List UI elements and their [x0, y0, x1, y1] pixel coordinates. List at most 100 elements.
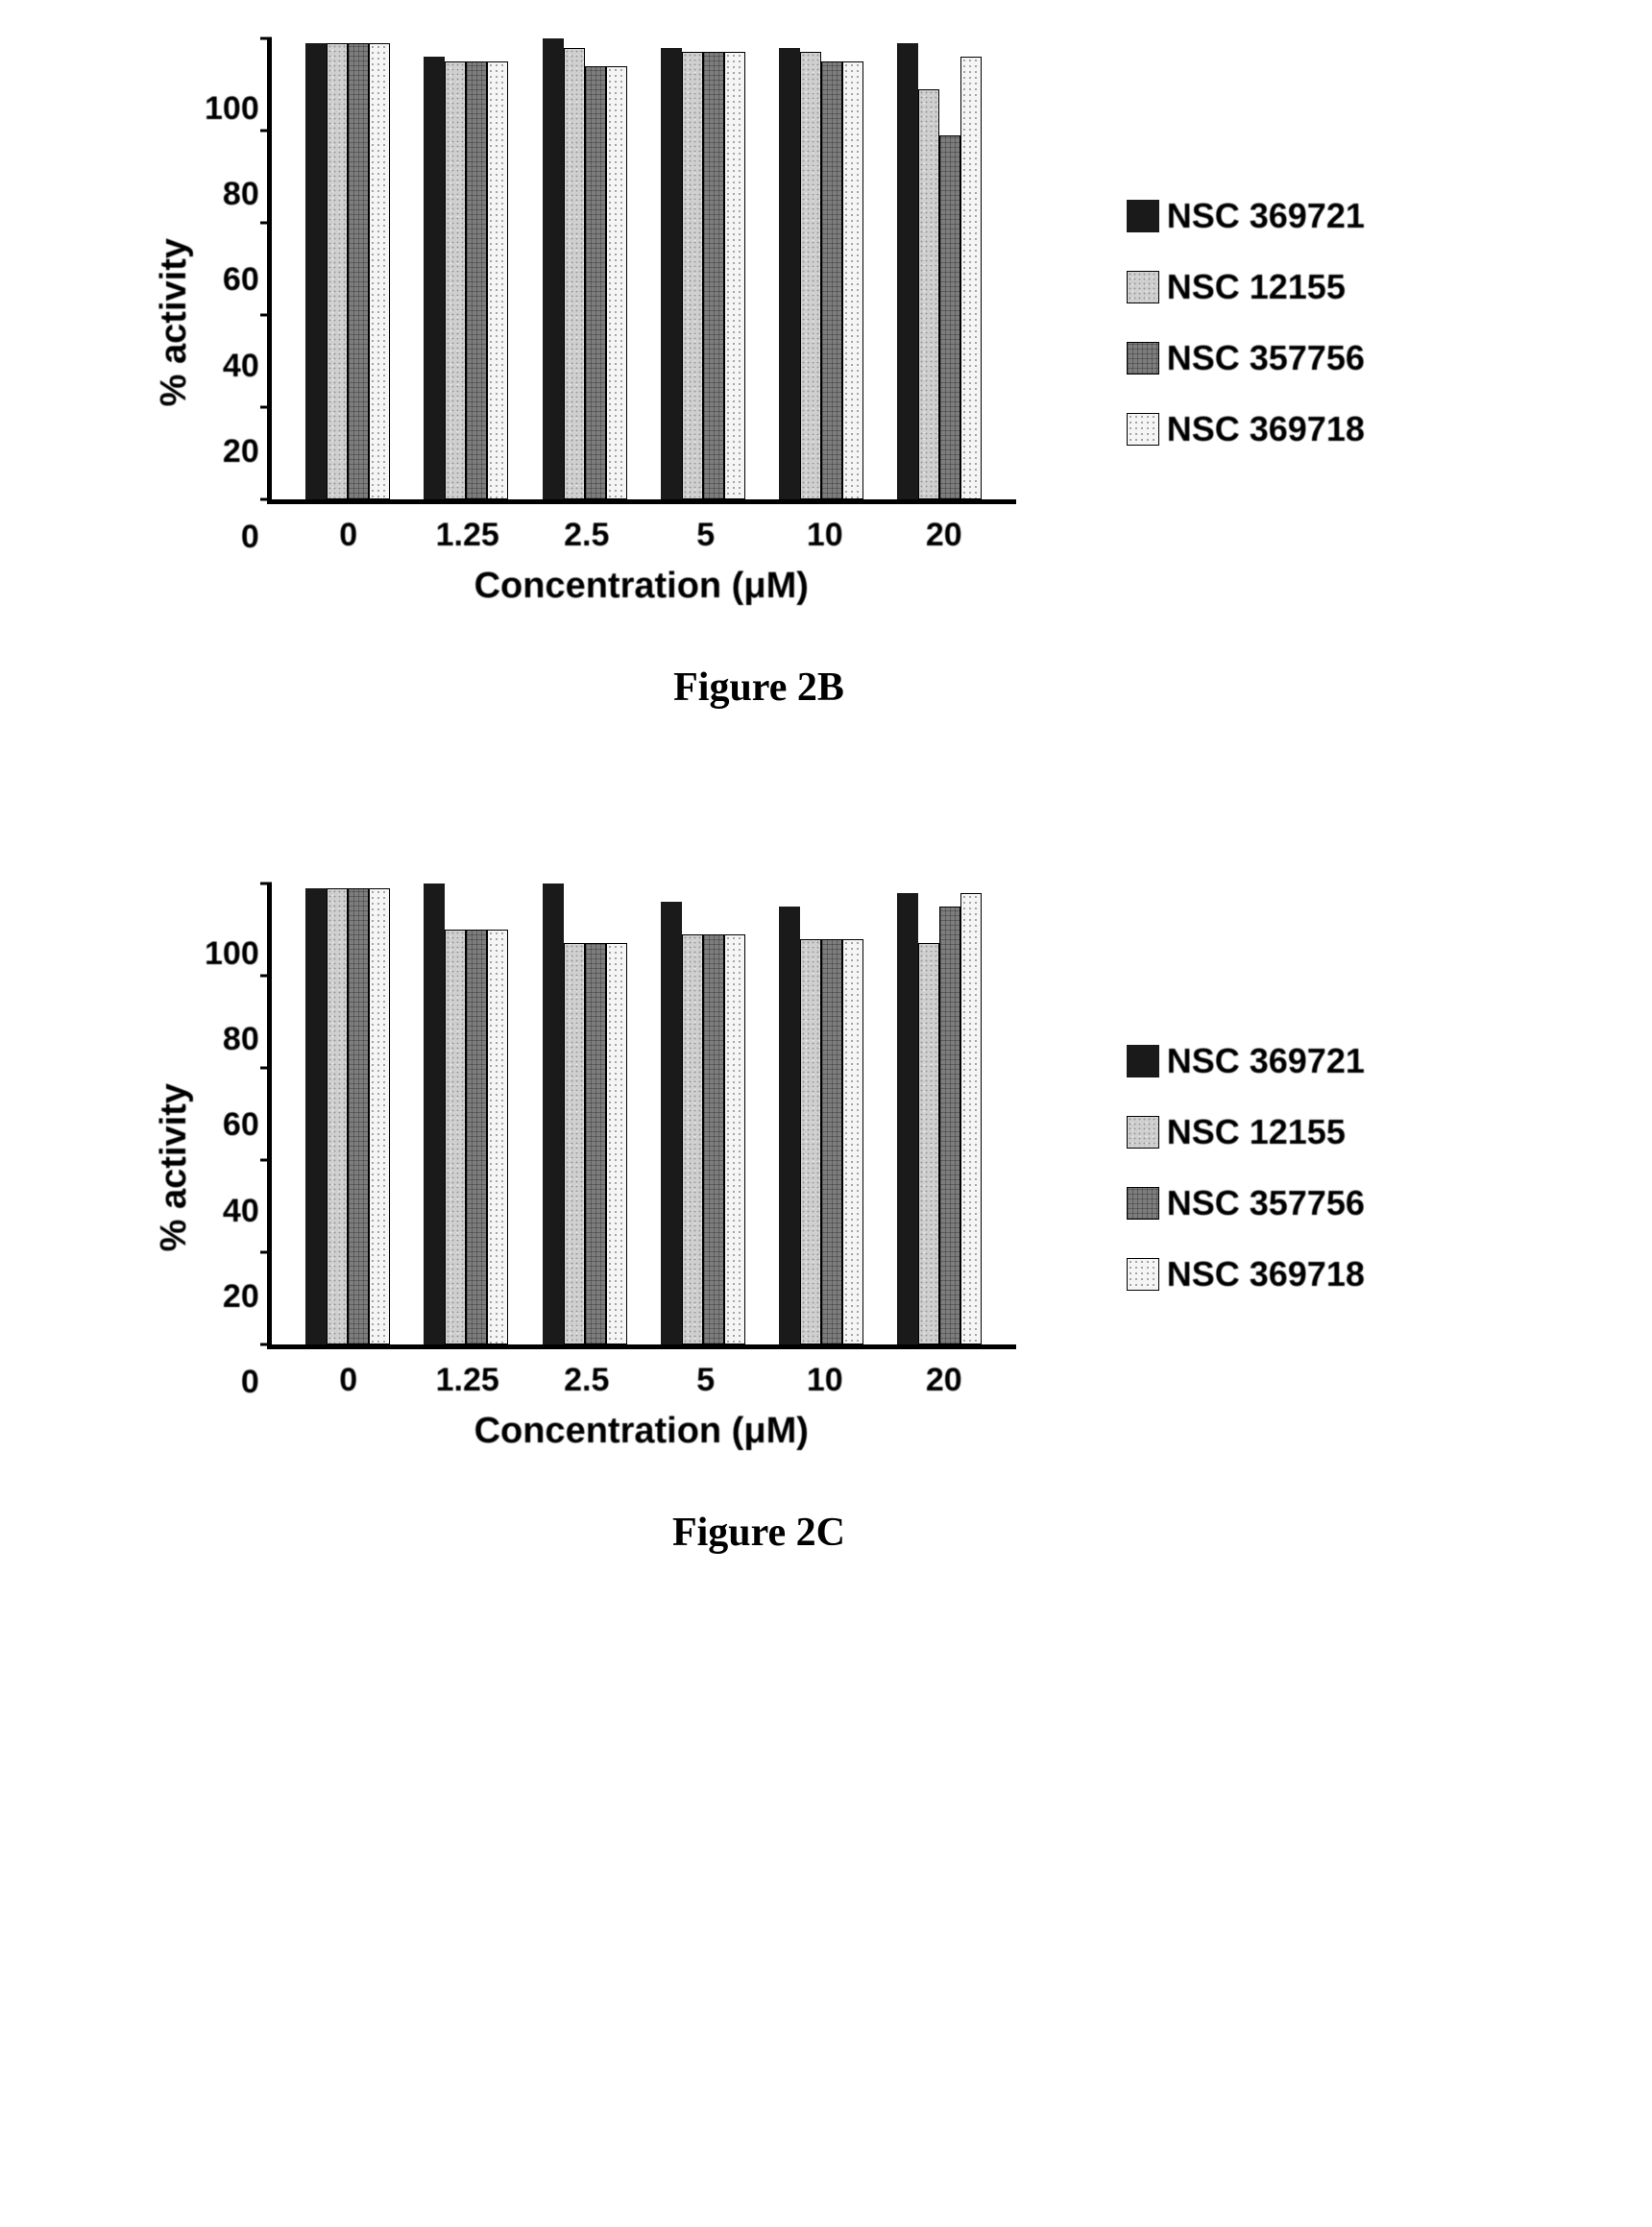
y-tick: 100 — [205, 92, 259, 125]
x-tick: 20 — [901, 1362, 987, 1399]
bar — [466, 930, 487, 1344]
bar — [939, 907, 960, 1344]
y-tick: 100 — [205, 937, 259, 970]
y-tick: 80 — [223, 178, 259, 210]
legend-swatch — [1127, 342, 1159, 375]
y-axis-label: % activity — [154, 1083, 195, 1251]
bar — [305, 888, 327, 1344]
bar — [703, 934, 724, 1344]
figure-caption: Figure 2C — [279, 1510, 1239, 1556]
x-tick: 0 — [305, 1362, 392, 1399]
bar — [585, 66, 606, 499]
y-tick-mark — [260, 498, 272, 501]
bar — [606, 943, 627, 1344]
legend-item: NSC 12155 — [1127, 1112, 1365, 1152]
y-tick: 60 — [223, 263, 259, 296]
bar — [543, 884, 564, 1344]
bar — [724, 52, 745, 499]
figure-block: % activity10080604020001.252.551020Conce… — [38, 38, 1614, 711]
chart-wrap: % activity10080604020001.252.551020Conce… — [154, 38, 1021, 607]
legend-swatch — [1127, 1187, 1159, 1220]
x-axis-label: Concentration (μM) — [267, 566, 1016, 607]
bar-group — [661, 884, 745, 1344]
bar — [939, 135, 960, 499]
bar — [918, 89, 939, 499]
x-tick: 20 — [901, 517, 987, 554]
bar — [779, 907, 800, 1344]
bar-groups — [272, 884, 1016, 1344]
bar — [487, 930, 508, 1344]
legend-label: NSC 357756 — [1167, 338, 1365, 378]
x-axis-ticks: 0 1.25 2.5 5 10 20 — [272, 1362, 1021, 1399]
bar — [327, 43, 348, 499]
legend-item: NSC 357756 — [1127, 338, 1365, 378]
legend-item: NSC 369721 — [1127, 1041, 1365, 1081]
plot-area — [267, 38, 1016, 499]
bar — [661, 902, 682, 1344]
y-tick-mark — [260, 314, 272, 317]
y-tick: 80 — [223, 1023, 259, 1055]
bar-group — [424, 884, 508, 1344]
legend-swatch — [1127, 200, 1159, 232]
legend-label: NSC 369721 — [1167, 1041, 1365, 1081]
y-tick-mark — [260, 1251, 272, 1254]
bar-group — [543, 884, 627, 1344]
legend-label: NSC 369721 — [1167, 196, 1365, 236]
legend-label: NSC 369718 — [1167, 409, 1365, 449]
bar — [842, 939, 863, 1344]
legend-item: NSC 369718 — [1127, 409, 1365, 449]
bar — [369, 888, 390, 1344]
legend-label: NSC 369718 — [1167, 1254, 1365, 1295]
y-tick-mark — [260, 1343, 272, 1346]
y-tick-mark — [260, 37, 272, 40]
y-tick: 0 — [241, 520, 259, 553]
legend-swatch — [1127, 1045, 1159, 1077]
bar — [897, 43, 918, 499]
y-axis-ticks: 100806040200 — [205, 92, 267, 553]
legend-label: NSC 12155 — [1167, 267, 1346, 307]
figure-block: % activity10080604020001.252.551020Conce… — [38, 884, 1614, 1556]
legend-swatch — [1127, 1116, 1159, 1149]
x-tick: 10 — [782, 1362, 868, 1399]
y-tick-mark — [260, 1159, 272, 1162]
bar — [445, 61, 466, 499]
bar-group — [897, 884, 982, 1344]
bar — [897, 893, 918, 1344]
bar — [960, 893, 982, 1344]
bar — [424, 57, 445, 499]
legend-item: NSC 369718 — [1127, 1254, 1365, 1295]
bar — [606, 66, 627, 499]
x-tick: 5 — [663, 517, 749, 554]
bar-group — [305, 884, 390, 1344]
y-tick: 0 — [241, 1366, 259, 1398]
y-tick-mark — [260, 406, 272, 409]
y-tick-mark — [260, 975, 272, 978]
bar — [842, 61, 863, 499]
plot-column: 01.252.551020Concentration (μM) — [267, 38, 1021, 607]
bar — [543, 38, 564, 499]
y-tick: 20 — [223, 435, 259, 468]
x-tick: 0 — [305, 517, 392, 554]
legend-label: NSC 357756 — [1167, 1183, 1365, 1223]
x-tick: 1.25 — [425, 517, 511, 554]
bar — [821, 939, 842, 1344]
y-tick-mark — [260, 1067, 272, 1070]
figure-row: % activity10080604020001.252.551020Conce… — [154, 884, 1614, 1452]
bar — [564, 48, 585, 499]
bar-group — [779, 38, 863, 499]
legend: NSC 369721 NSC 12155 NSC 357756 NSC 369718 — [1127, 1041, 1365, 1295]
y-tick-mark — [260, 883, 272, 885]
bar — [724, 934, 745, 1344]
legend-item: NSC 357756 — [1127, 1183, 1365, 1223]
bar-group — [305, 38, 390, 499]
legend-swatch — [1127, 1258, 1159, 1291]
bar — [800, 52, 821, 499]
bar — [821, 61, 842, 499]
x-axis-label: Concentration (μM) — [267, 1411, 1016, 1452]
y-axis-label: % activity — [154, 238, 195, 406]
x-tick: 2.5 — [544, 1362, 630, 1399]
bar — [682, 934, 703, 1344]
x-tick: 5 — [663, 1362, 749, 1399]
bar — [369, 43, 390, 499]
x-tick: 1.25 — [425, 1362, 511, 1399]
